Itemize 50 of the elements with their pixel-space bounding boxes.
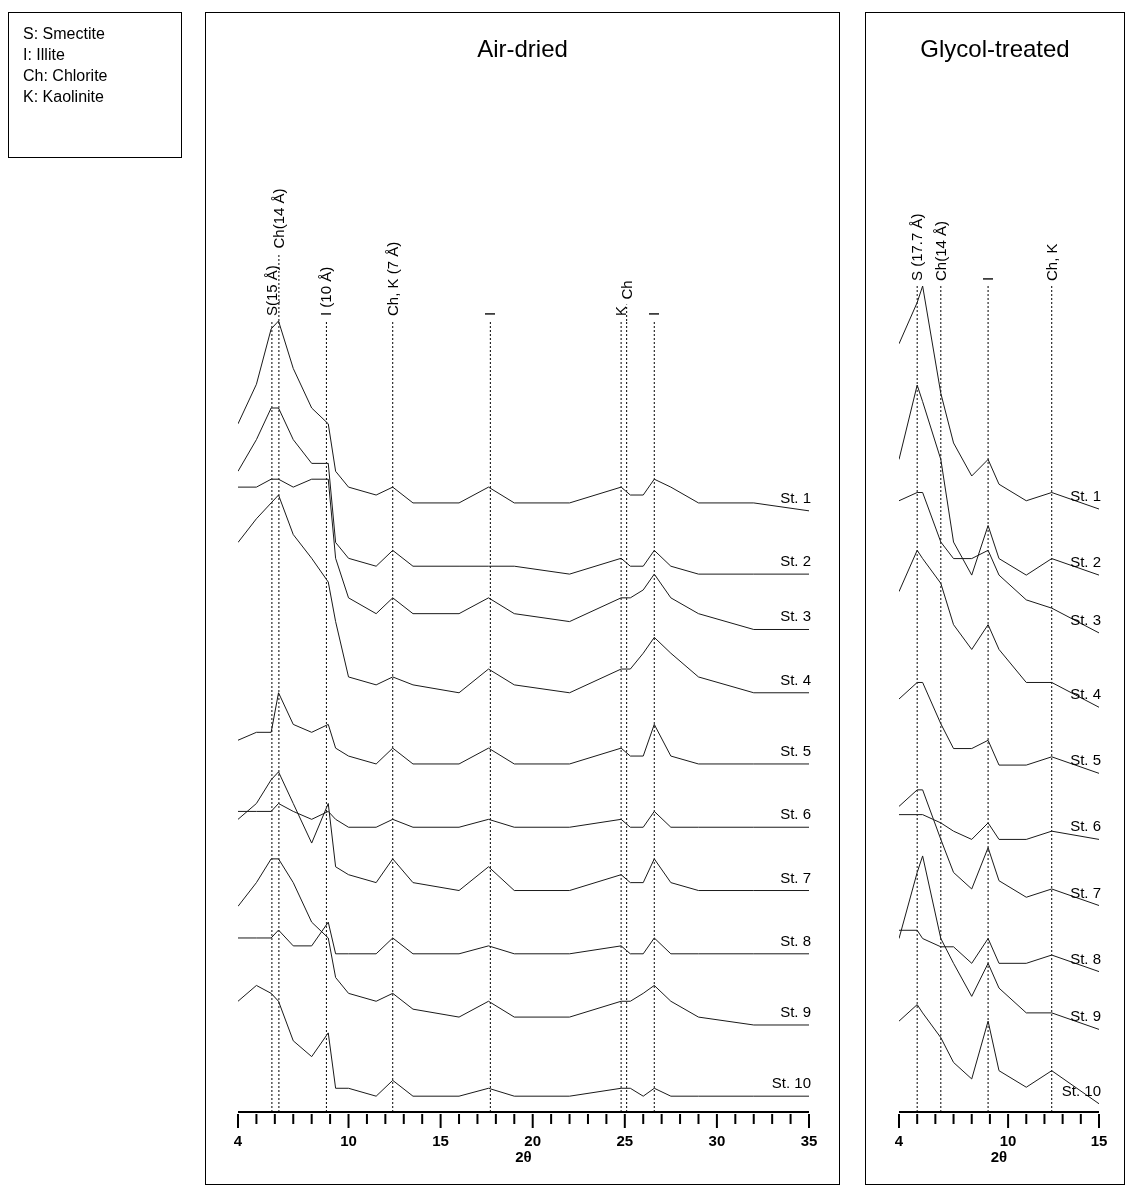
- ref-line-label: Ch, K (7 Å): [383, 241, 401, 316]
- series-label: St. 5: [1070, 751, 1101, 769]
- series-label: St. 9: [1070, 1007, 1101, 1025]
- series-label: St. 2: [1070, 553, 1101, 571]
- x-tick-label: 10: [999, 1132, 1017, 1149]
- series-label: St. 9: [780, 1002, 811, 1020]
- ref-line-label: Ch(14 Å): [269, 188, 287, 249]
- series-label: St. 1: [1070, 487, 1101, 505]
- series-label: St. 4: [1070, 685, 1101, 703]
- ref-line-label: S(15 Å): [262, 265, 280, 316]
- ref-line-label: K: [612, 305, 630, 316]
- x-tick-label: 30: [708, 1132, 726, 1149]
- series-label: St. 4: [780, 670, 811, 688]
- ref-line-label: Ch: [617, 280, 635, 300]
- series-label: St. 7: [780, 868, 811, 886]
- x-tick-label: 4: [894, 1132, 904, 1149]
- x-tick-label: 10: [340, 1132, 357, 1149]
- ref-line-label: Ch(14 Å): [931, 220, 949, 281]
- series-label: St. 7: [1070, 883, 1101, 901]
- series-label: St. 8: [780, 931, 811, 949]
- series-label: St. 10: [771, 1074, 811, 1092]
- text: I: Illite: [23, 45, 66, 65]
- chart-title: Air-dried: [476, 35, 569, 63]
- x-tick-label: 35: [800, 1132, 818, 1149]
- series-label: St. 10: [1061, 1081, 1101, 1099]
- series-label: St. 5: [780, 741, 811, 759]
- x-tick-label: 15: [432, 1132, 449, 1149]
- x-axis-title: 2θ: [990, 1148, 1008, 1165]
- x-tick-label: 25: [616, 1132, 634, 1149]
- text: K: Kaolinite: [23, 87, 105, 107]
- series-label: St. 6: [1070, 817, 1101, 835]
- text: S: Smectite: [23, 24, 106, 44]
- series-label: St. 6: [780, 805, 811, 823]
- ref-line-label: Ch, K: [1042, 243, 1060, 281]
- series-label: St. 3: [1070, 610, 1101, 628]
- series-label: St. 3: [780, 607, 811, 625]
- ref-line-label: I (10 Å): [317, 266, 335, 316]
- x-tick-label: 20: [524, 1132, 542, 1149]
- series-label: St. 2: [780, 552, 811, 570]
- text: Ch: Chlorite: [23, 66, 109, 86]
- series-label: St. 1: [780, 488, 811, 506]
- ref-line-label: I: [481, 311, 499, 316]
- ref-line-label: S (17.7 Å): [908, 213, 926, 281]
- series-label: St. 8: [1070, 949, 1101, 967]
- chart-title: Glycol-treated: [919, 35, 1071, 63]
- x-tick-label: 15: [1090, 1132, 1108, 1149]
- ref-line-label: I: [645, 311, 663, 316]
- ref-line-label: I: [979, 276, 997, 281]
- x-axis-title: 2θ: [515, 1148, 532, 1165]
- x-tick-label: 4: [233, 1132, 243, 1149]
